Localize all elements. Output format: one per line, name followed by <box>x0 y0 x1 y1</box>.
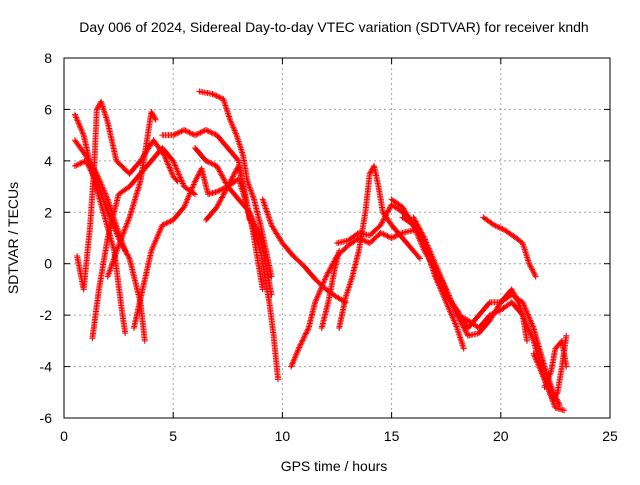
series-track-10 <box>192 145 275 298</box>
x-tick-label: 25 <box>602 428 618 444</box>
point-markers <box>336 163 423 331</box>
series-track-20 <box>480 214 539 280</box>
axis-ticks: 0 5 10 15 20 25 -6 -4 -2 0 2 4 6 8 <box>40 50 618 444</box>
grid-lines <box>64 58 610 418</box>
y-axis-label: SDTVAR / TECUs <box>5 182 21 294</box>
y-tick-label: 6 <box>44 101 52 117</box>
x-axis-label: GPS time / hours <box>281 458 388 474</box>
series-track-9 <box>196 88 275 280</box>
point-markers <box>104 109 159 280</box>
series-track-19 <box>399 214 530 344</box>
point-markers <box>399 214 530 344</box>
x-tick-label: 20 <box>493 428 509 444</box>
series-track-7 <box>130 165 266 331</box>
point-markers <box>541 337 570 391</box>
series-track-13 <box>288 227 417 370</box>
series-track-11 <box>203 163 253 223</box>
y-tick-label: 4 <box>44 153 52 169</box>
x-tick-label: 0 <box>60 428 68 444</box>
point-markers <box>203 163 253 223</box>
y-tick-label: 0 <box>44 256 52 272</box>
point-markers <box>192 145 275 298</box>
y-tick-label: -4 <box>40 359 53 375</box>
x-tick-label: 10 <box>275 428 291 444</box>
series-track-6 <box>104 109 159 280</box>
series-track-14 <box>318 247 343 331</box>
chart-title: Day 006 of 2024, Sidereal Day-to-day VTE… <box>79 19 588 35</box>
point-markers <box>480 214 539 280</box>
y-tick-label: -2 <box>40 307 53 323</box>
series-track-4 <box>74 98 181 293</box>
y-tick-label: -6 <box>40 410 53 426</box>
data-points <box>71 88 570 414</box>
point-markers <box>318 247 343 331</box>
point-markers <box>288 227 417 370</box>
x-tick-label: 5 <box>169 428 177 444</box>
point-markers <box>130 165 266 331</box>
y-tick-label: 8 <box>44 50 52 66</box>
point-markers <box>74 98 181 293</box>
series-track-15 <box>336 163 423 331</box>
plot-frame <box>63 57 611 419</box>
point-markers <box>196 88 275 280</box>
x-tick-label: 15 <box>384 428 400 444</box>
y-tick-label: 2 <box>44 204 52 220</box>
series-track-22 <box>541 337 570 391</box>
